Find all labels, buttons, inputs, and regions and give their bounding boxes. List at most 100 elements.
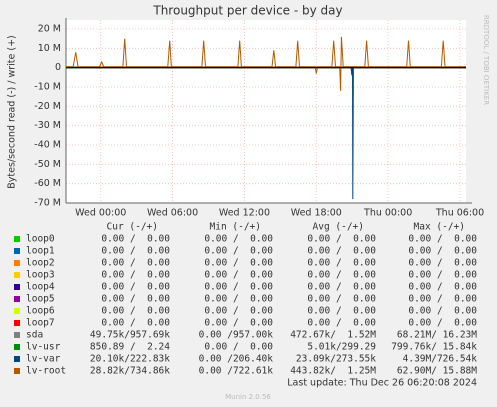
y-tick-label: -10 M xyxy=(34,82,61,93)
legend-stat: 5.01k/299.29 xyxy=(307,342,376,353)
legend-stat: 0.00 / 0.00 xyxy=(101,282,170,293)
legend-stat: 0.00 / 0.00 xyxy=(307,306,376,317)
legend-stat: 0.00 / 0.00 xyxy=(101,306,170,317)
legend-stat: 0.00 / 0.00 xyxy=(101,258,170,269)
legend-stat: 20.10k/222.83k xyxy=(90,354,170,365)
legend-name: lv-usr xyxy=(26,342,61,353)
legend-stat: 0.00 / 0.00 xyxy=(408,246,477,257)
legend-stat: 62.90M/ 15.88M xyxy=(397,366,477,377)
legend-name: loop4 xyxy=(26,282,55,293)
legend-stat: 0.00 / 0.00 xyxy=(307,246,376,257)
y-axis-label: Bytes/second read (-) / write (+) xyxy=(7,35,18,189)
legend-swatch xyxy=(14,308,20,314)
legend-swatch xyxy=(14,284,20,290)
legend-swatch xyxy=(14,296,20,302)
legend-name: loop7 xyxy=(26,318,55,329)
legend-stat: 0.00 / 0.00 xyxy=(408,306,477,317)
legend-name: loop0 xyxy=(26,234,55,245)
x-tick-label: Wed 00:00 xyxy=(75,208,126,219)
legend-swatch xyxy=(14,344,20,350)
legend-stat: 0.00 / 0.00 xyxy=(204,318,273,329)
legend-stat: 799.76k/ 15.84k xyxy=(391,342,477,353)
legend-stat: 0.00 / 0.00 xyxy=(307,318,376,329)
legend-swatch xyxy=(14,368,20,374)
footer: Munin 2.0.56 xyxy=(225,393,271,401)
legend-stat: 0.00 / 0.00 xyxy=(101,318,170,329)
y-tick-label: -50 M xyxy=(34,159,61,170)
legend-stat: 0.00 / 0.00 xyxy=(204,282,273,293)
legend-swatch xyxy=(14,236,20,242)
legend-name: sda xyxy=(26,330,43,341)
legend-stat: 0.00 / 0.00 xyxy=(408,234,477,245)
legend-stat: 49.75k/957.69k xyxy=(90,330,170,341)
legend-name: lv-root xyxy=(26,366,66,377)
column-header: Min (-/+) xyxy=(210,222,261,233)
x-tick-label: Wed 06:00 xyxy=(147,208,198,219)
legend-stat: 0.00 / 0.00 xyxy=(204,246,273,257)
legend-stat: 4.39M/726.54k xyxy=(403,354,478,365)
legend-stat: 0.00 / 0.00 xyxy=(101,246,170,257)
y-tick-label: -40 M xyxy=(34,140,61,151)
legend-stat: 0.00 / 0.00 xyxy=(307,234,376,245)
legend-swatch xyxy=(14,320,20,326)
legend-stat: 443.82k/ 1.25M xyxy=(290,366,376,377)
legend-stat: 28.82k/734.86k xyxy=(90,366,170,377)
legend-stat: 850.89 / 2.24 xyxy=(90,342,170,353)
legend-stat: 0.00 / 0.00 xyxy=(307,258,376,269)
legend-stat: 0.00 / 0.00 xyxy=(408,294,477,305)
legend-stat: 0.00 / 0.00 xyxy=(101,234,170,245)
legend-name: loop1 xyxy=(26,246,55,257)
plot-area xyxy=(66,20,466,203)
legend-stat: 0.00 / 0.00 xyxy=(204,342,273,353)
column-header: Cur (-/+) xyxy=(107,222,158,233)
legend-stat: 0.00 / 0.00 xyxy=(307,294,376,305)
legend-stat: 0.00 / 0.00 xyxy=(408,282,477,293)
x-tick-label: Thu 00:00 xyxy=(363,208,412,219)
legend-swatch xyxy=(14,356,20,362)
legend-stat: 0.00 / 0.00 xyxy=(204,294,273,305)
y-tick-label: -30 M xyxy=(34,120,61,131)
legend-stat: 0.00 / 0.00 xyxy=(204,234,273,245)
legend-stat: 0.00 / 0.00 xyxy=(204,270,273,281)
x-tick-label: Wed 12:00 xyxy=(219,208,270,219)
legend-name: loop3 xyxy=(26,270,55,281)
legend-stat: 0.00 / 0.00 xyxy=(408,318,477,329)
chart-title: Throughput per device - by day xyxy=(152,4,342,18)
legend-swatch xyxy=(14,272,20,278)
y-tick-label: -20 M xyxy=(34,101,61,112)
legend-name: loop5 xyxy=(26,294,55,305)
legend-stat: 472.67k/ 1.52M xyxy=(290,330,376,341)
y-tick-label: -70 M xyxy=(34,198,61,209)
x-tick-label: Thu 06:00 xyxy=(435,208,484,219)
y-tick-label: 20 M xyxy=(38,24,61,35)
legend-stat: 0.00 / 0.00 xyxy=(101,294,170,305)
legend-name: loop2 xyxy=(26,258,55,269)
legend-stat: 0.00 /957.00k xyxy=(199,330,274,341)
legend-stat: 0.00 / 0.00 xyxy=(204,258,273,269)
legend-name: lv-var xyxy=(26,354,61,365)
legend-stat: 0.00 / 0.00 xyxy=(307,282,376,293)
legend-swatch xyxy=(14,260,20,266)
legend-stat: 0.00 / 0.00 xyxy=(101,270,170,281)
series-line xyxy=(66,36,466,91)
legend-stat: 23.09k/273.55k xyxy=(296,354,376,365)
legend-name: loop6 xyxy=(26,306,55,317)
side-label: RRDTOOL / TOBI OETIKER xyxy=(482,15,490,105)
legend-stat: 0.00 /206.40k xyxy=(199,354,274,365)
legend-stat: 68.21M/ 16.23M xyxy=(397,330,477,341)
y-tick-label: 10 M xyxy=(38,43,61,54)
y-tick-label: 0 xyxy=(55,62,61,73)
legend-stat: 0.00 / 0.00 xyxy=(204,306,273,317)
legend-stat: 0.00 / 0.00 xyxy=(408,270,477,281)
legend-stat: 0.00 / 0.00 xyxy=(408,258,477,269)
column-header: Max (-/+) xyxy=(414,222,465,233)
x-tick-label: Wed 18:00 xyxy=(291,208,342,219)
legend-swatch xyxy=(14,332,20,338)
legend-stat: 0.00 / 0.00 xyxy=(307,270,376,281)
legend-stat: 0.00 /722.61k xyxy=(199,366,274,377)
column-header: Avg (-/+) xyxy=(313,222,364,233)
y-tick-label: -60 M xyxy=(34,178,61,189)
legend-swatch xyxy=(14,248,20,254)
last-update: Last update: Thu Dec 26 06:20:08 2024 xyxy=(287,378,477,389)
